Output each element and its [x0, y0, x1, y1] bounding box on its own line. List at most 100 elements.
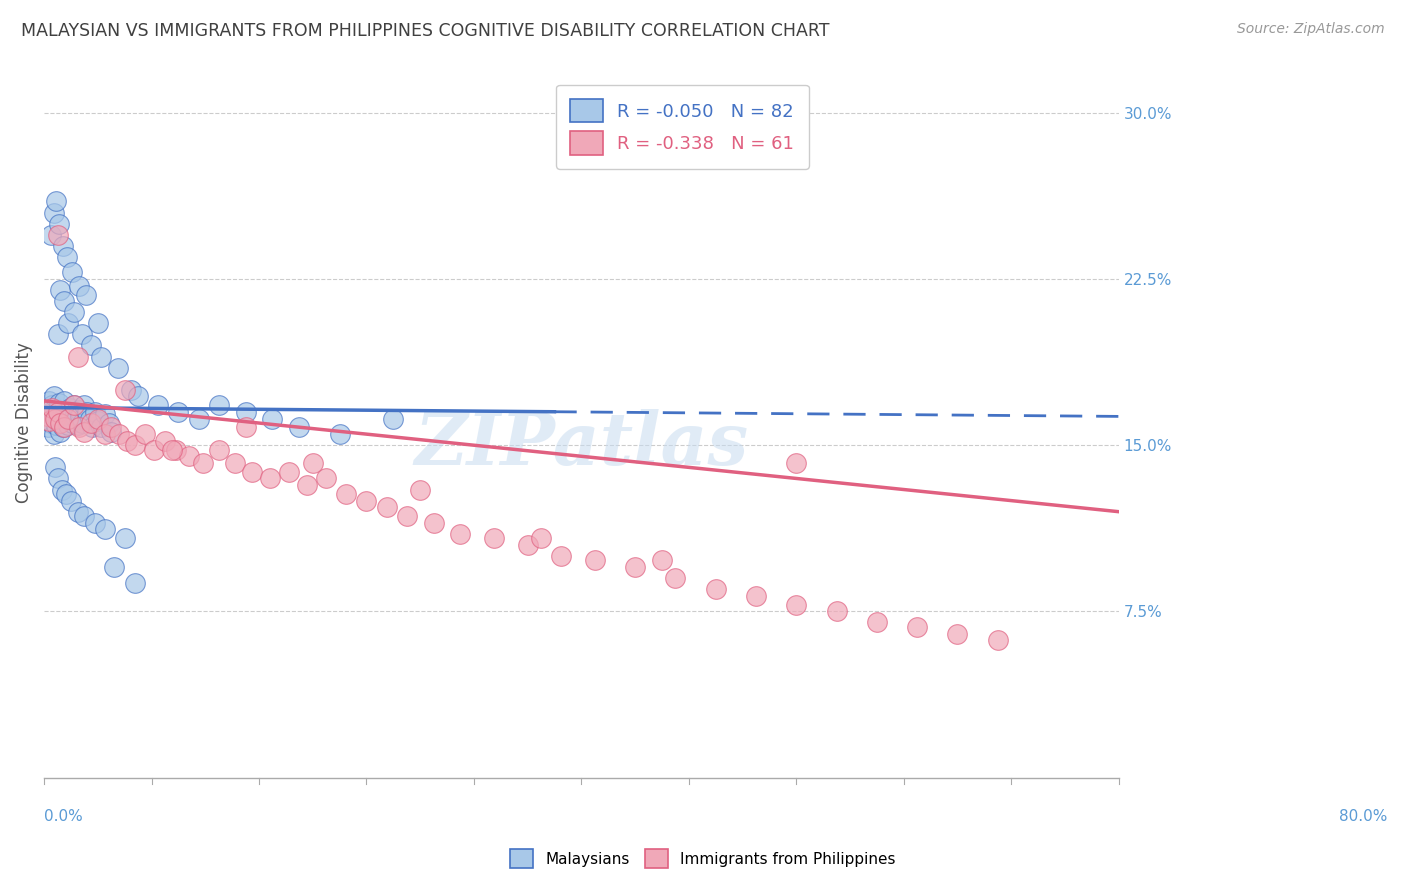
- Point: [208, 398, 231, 412]
- Point: [39, 416, 62, 430]
- Text: ZIPatlas: ZIPatlas: [415, 409, 748, 480]
- Point: [53, 420, 76, 434]
- Point: [208, 442, 231, 457]
- Text: Source: ZipAtlas.com: Source: ZipAtlas.com: [1237, 22, 1385, 37]
- Point: [84, 405, 107, 419]
- Point: [76, 405, 98, 419]
- Point: [41, 398, 63, 412]
- Point: [224, 456, 246, 470]
- Point: [946, 626, 969, 640]
- Point: [62, 305, 84, 319]
- Point: [117, 434, 139, 448]
- Point: [450, 526, 472, 541]
- Point: [58, 411, 80, 425]
- Point: [235, 405, 257, 419]
- Point: [39, 227, 62, 242]
- Point: [52, 420, 75, 434]
- Point: [179, 450, 201, 464]
- Point: [240, 465, 263, 479]
- Point: [66, 350, 89, 364]
- Point: [124, 438, 146, 452]
- Point: [53, 294, 76, 309]
- Point: [153, 434, 176, 448]
- Point: [905, 620, 928, 634]
- Point: [395, 509, 418, 524]
- Point: [100, 425, 122, 439]
- Point: [107, 360, 129, 375]
- Point: [46, 402, 69, 417]
- Point: [63, 405, 86, 419]
- Point: [89, 420, 111, 434]
- Point: [60, 265, 83, 279]
- Point: [148, 398, 170, 412]
- Point: [651, 553, 673, 567]
- Point: [42, 205, 65, 219]
- Point: [550, 549, 572, 563]
- Point: [49, 283, 72, 297]
- Point: [375, 500, 398, 515]
- Point: [93, 427, 115, 442]
- Point: [49, 425, 72, 439]
- Point: [45, 194, 67, 209]
- Point: [59, 401, 82, 415]
- Point: [67, 402, 90, 417]
- Point: [48, 217, 70, 231]
- Point: [80, 338, 103, 352]
- Text: 80.0%: 80.0%: [1339, 809, 1388, 824]
- Point: [704, 582, 727, 597]
- Point: [67, 420, 90, 434]
- Point: [75, 287, 97, 301]
- Point: [51, 407, 73, 421]
- Point: [38, 393, 60, 408]
- Point: [42, 427, 65, 442]
- Point: [297, 478, 319, 492]
- Point: [114, 531, 136, 545]
- Point: [143, 442, 166, 457]
- Point: [108, 427, 131, 442]
- Point: [114, 383, 136, 397]
- Point: [382, 411, 405, 425]
- Point: [35, 409, 58, 424]
- Point: [56, 250, 79, 264]
- Point: [235, 420, 257, 434]
- Point: [93, 407, 115, 421]
- Point: [277, 465, 299, 479]
- Point: [66, 505, 89, 519]
- Point: [73, 425, 96, 439]
- Point: [59, 409, 82, 424]
- Point: [103, 560, 125, 574]
- Point: [516, 538, 538, 552]
- Point: [46, 414, 69, 428]
- Point: [482, 531, 505, 545]
- Point: [44, 411, 66, 425]
- Point: [100, 420, 122, 434]
- Point: [315, 471, 337, 485]
- Point: [39, 405, 62, 419]
- Point: [124, 575, 146, 590]
- Point: [48, 396, 70, 410]
- Point: [62, 398, 84, 412]
- Point: [65, 411, 87, 425]
- Point: [167, 405, 190, 419]
- Point: [301, 456, 323, 470]
- Point: [45, 418, 67, 433]
- Legend: R = -0.050   N = 82, R = -0.338   N = 61: R = -0.050 N = 82, R = -0.338 N = 61: [555, 85, 808, 169]
- Point: [42, 389, 65, 403]
- Point: [583, 553, 606, 567]
- Point: [69, 409, 91, 424]
- Point: [134, 427, 156, 442]
- Point: [785, 456, 807, 470]
- Point: [87, 316, 110, 330]
- Point: [160, 442, 183, 457]
- Point: [59, 493, 82, 508]
- Point: [329, 427, 352, 442]
- Point: [37, 420, 59, 434]
- Point: [62, 398, 84, 412]
- Point: [58, 316, 80, 330]
- Point: [356, 493, 378, 508]
- Point: [35, 411, 58, 425]
- Point: [46, 227, 69, 242]
- Point: [66, 418, 89, 433]
- Point: [60, 416, 83, 430]
- Point: [49, 416, 72, 430]
